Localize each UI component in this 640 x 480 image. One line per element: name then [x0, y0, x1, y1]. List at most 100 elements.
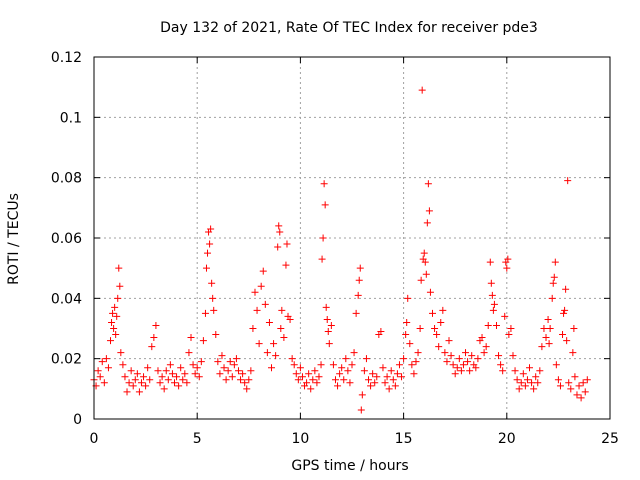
data-point	[583, 376, 591, 384]
data-point	[133, 370, 141, 378]
data-point	[307, 385, 315, 393]
data-point	[551, 258, 559, 266]
data-point	[257, 282, 265, 290]
data-point	[560, 309, 568, 317]
data-point	[550, 273, 558, 281]
x-tick-label: 10	[291, 431, 309, 447]
data-point	[207, 225, 215, 233]
data-point	[237, 376, 245, 384]
data-point	[156, 379, 164, 387]
data-point	[265, 318, 273, 326]
data-point	[447, 352, 455, 360]
data-point	[283, 240, 291, 248]
data-point	[544, 315, 552, 323]
data-point	[255, 340, 263, 348]
data-point	[425, 207, 433, 215]
data-point	[563, 337, 571, 345]
data-point	[110, 325, 118, 332]
data-point	[562, 285, 570, 293]
y-axis-label: ROTI / TECUs	[6, 193, 22, 285]
data-point	[112, 331, 120, 339]
data-point	[191, 370, 199, 378]
data-point	[464, 358, 472, 366]
data-point	[360, 367, 368, 375]
data-point	[424, 180, 432, 188]
data-point	[206, 240, 214, 248]
data-point	[455, 355, 463, 363]
data-point	[398, 373, 406, 381]
data-point	[437, 318, 445, 326]
data-point	[561, 306, 569, 314]
data-points	[90, 86, 591, 414]
data-point	[559, 331, 567, 339]
data-point	[290, 361, 298, 369]
data-point	[416, 325, 424, 332]
data-point	[505, 331, 513, 339]
data-point	[348, 361, 356, 369]
data-point	[210, 306, 218, 314]
data-point	[540, 325, 548, 332]
data-point	[503, 264, 511, 272]
data-point	[318, 255, 326, 263]
data-point	[534, 379, 542, 387]
data-point	[199, 337, 207, 345]
data-point	[270, 340, 278, 348]
data-point	[230, 361, 238, 369]
data-point	[435, 343, 443, 351]
data-point	[554, 376, 562, 384]
data-point	[197, 358, 205, 366]
data-point	[294, 376, 302, 384]
data-point	[125, 379, 133, 387]
data-point	[453, 364, 461, 372]
data-point	[243, 385, 251, 393]
data-point	[129, 382, 137, 390]
x-tick-label: 15	[395, 431, 413, 447]
data-point	[571, 373, 579, 381]
data-point	[546, 325, 554, 332]
data-point	[282, 261, 290, 269]
data-point	[218, 352, 226, 360]
data-point	[428, 309, 436, 317]
data-point	[357, 406, 365, 414]
data-point	[362, 355, 370, 363]
data-point	[474, 355, 482, 363]
x-axis-label: GPS time / hours	[291, 458, 408, 474]
data-point	[420, 249, 428, 257]
data-point	[175, 382, 183, 390]
data-point	[131, 376, 139, 384]
data-point	[327, 321, 335, 329]
data-point	[277, 325, 285, 332]
x-tick-label: 0	[90, 431, 99, 447]
data-point	[393, 370, 401, 378]
data-point	[280, 334, 288, 342]
data-point	[274, 243, 282, 251]
data-point	[478, 334, 486, 342]
y-tick-label: 0.06	[51, 231, 82, 247]
data-point	[123, 388, 131, 396]
data-point	[417, 276, 425, 284]
data-point	[573, 391, 581, 399]
data-point	[253, 306, 261, 314]
data-point	[313, 379, 321, 387]
data-point	[216, 370, 224, 378]
data-point	[581, 388, 589, 396]
data-point	[567, 385, 575, 393]
data-point	[545, 340, 553, 348]
data-point	[202, 264, 210, 272]
data-point	[422, 270, 430, 278]
data-point	[569, 349, 577, 357]
data-point	[489, 306, 497, 314]
data-point	[342, 355, 350, 363]
data-point	[173, 373, 181, 381]
data-point	[286, 315, 294, 323]
data-point	[320, 180, 328, 188]
y-tick-label: 0.02	[51, 352, 82, 368]
data-point	[142, 382, 150, 390]
data-point	[542, 334, 550, 342]
data-point	[528, 379, 536, 387]
data-point	[449, 361, 457, 369]
data-point	[421, 258, 429, 266]
data-point	[462, 349, 470, 357]
data-point	[204, 249, 212, 257]
